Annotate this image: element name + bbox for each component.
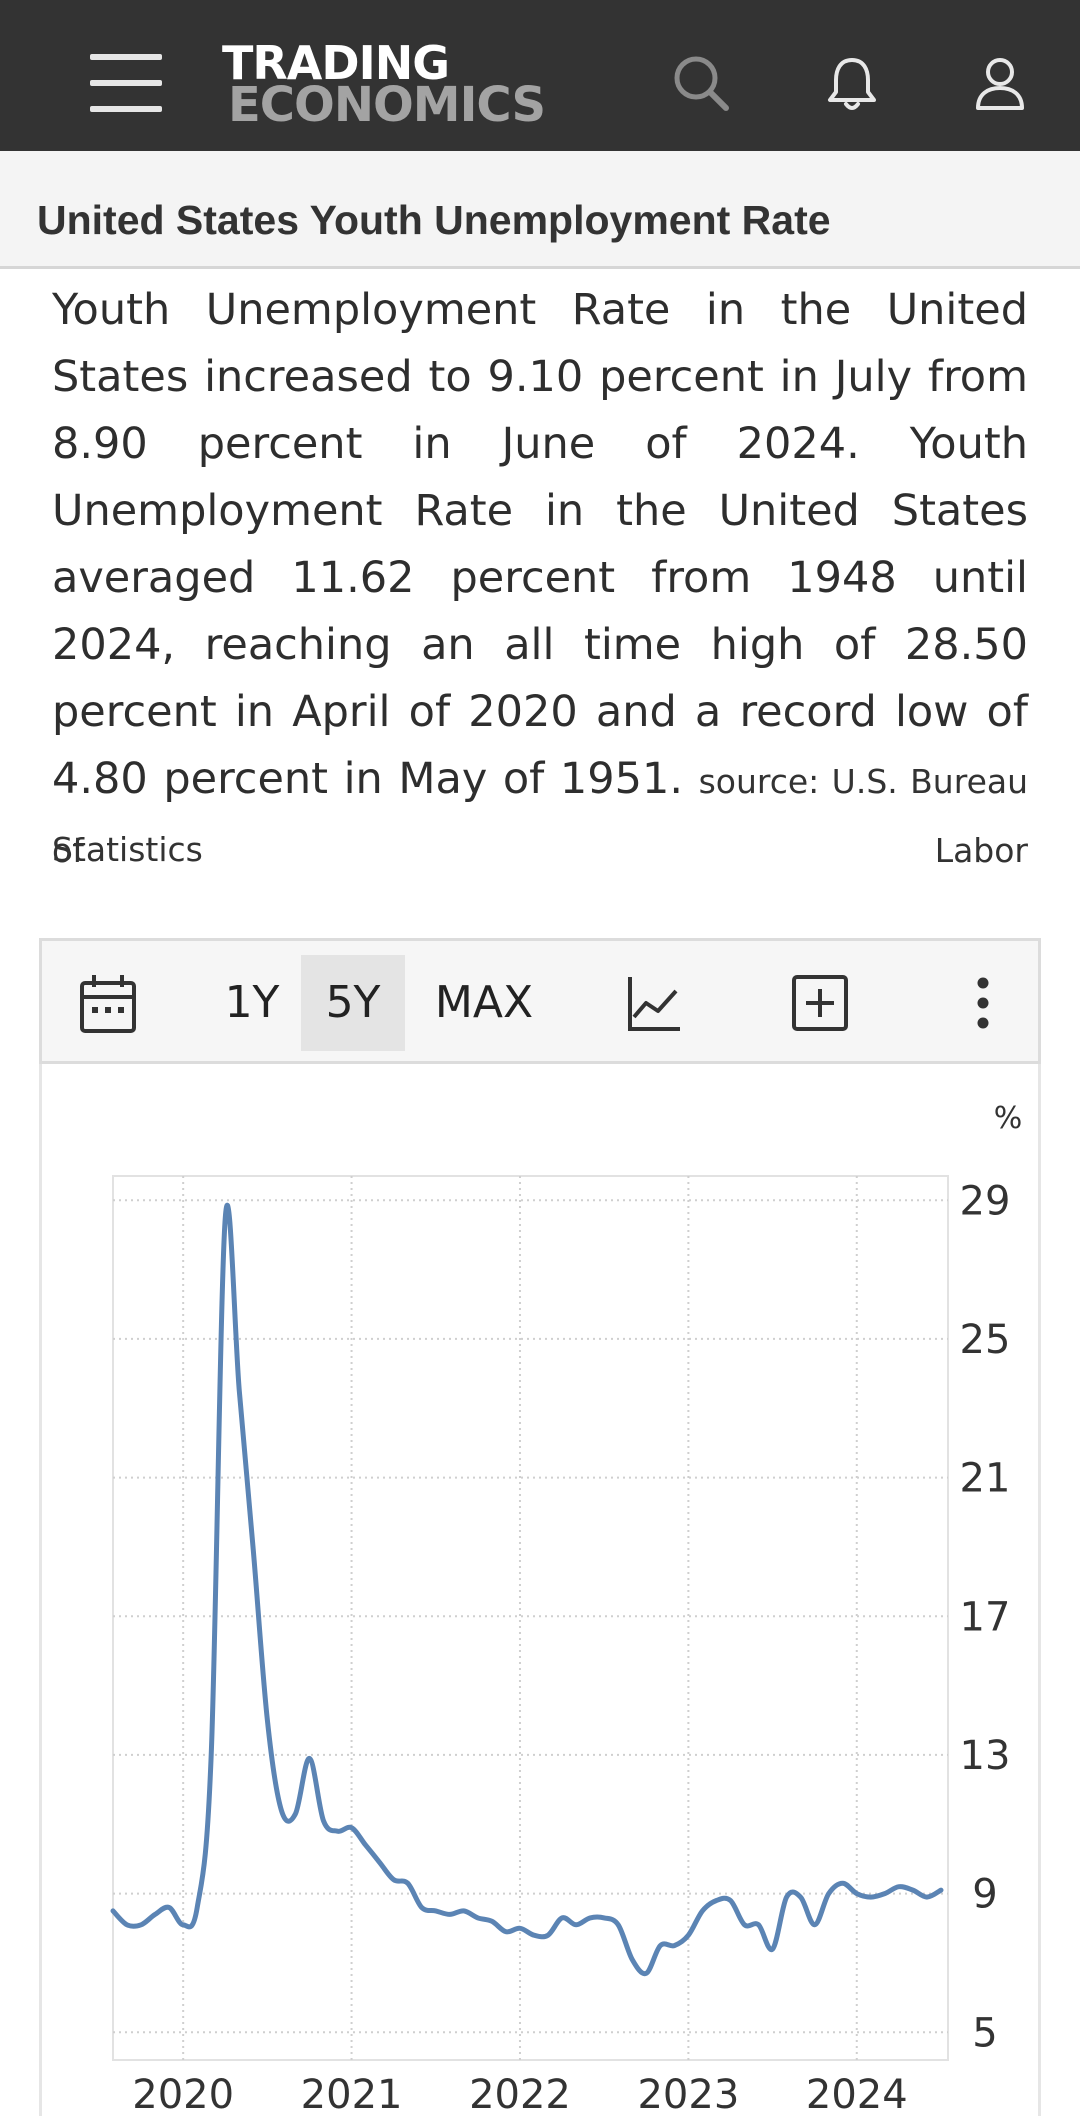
logo-text-economics: ECONOMICS [228,77,546,133]
description-text: Youth Unemployment Rate in the United St… [52,285,1028,804]
bell-icon[interactable] [820,52,884,116]
top-navigation-bar: TRADING ECONOMICS [0,0,1080,151]
page-title-bar: United States Youth Unemployment Rate [0,151,1080,269]
line-chart-icon[interactable] [624,955,684,1051]
range-5y-button[interactable]: 5Y [301,955,405,1051]
menu-icon[interactable] [90,54,162,112]
search-icon[interactable] [670,52,734,116]
logo-text-trading: TRADING [222,36,450,90]
range-1y-button[interactable]: 1Y [224,977,280,1028]
page-title: United States Youth Unemployment Rate [37,197,831,243]
source-link[interactable]: Statistics [52,830,203,869]
user-icon[interactable] [968,52,1032,116]
plus-box-icon[interactable] [790,955,850,1051]
chart-toolbar: 1Y 5Y MAX [39,938,1041,1064]
range-max-button[interactable]: MAX [434,977,534,1028]
calendar-icon[interactable] [78,955,138,1051]
source-text: source: U.S. Bureau of Labor [52,762,1029,870]
site-logo[interactable]: TRADING ECONOMICS [222,40,582,134]
description-paragraph: Youth Unemployment Rate in the United St… [52,277,1028,884]
more-vertical-icon[interactable] [968,955,998,1051]
chart-panel [39,1064,1041,2116]
